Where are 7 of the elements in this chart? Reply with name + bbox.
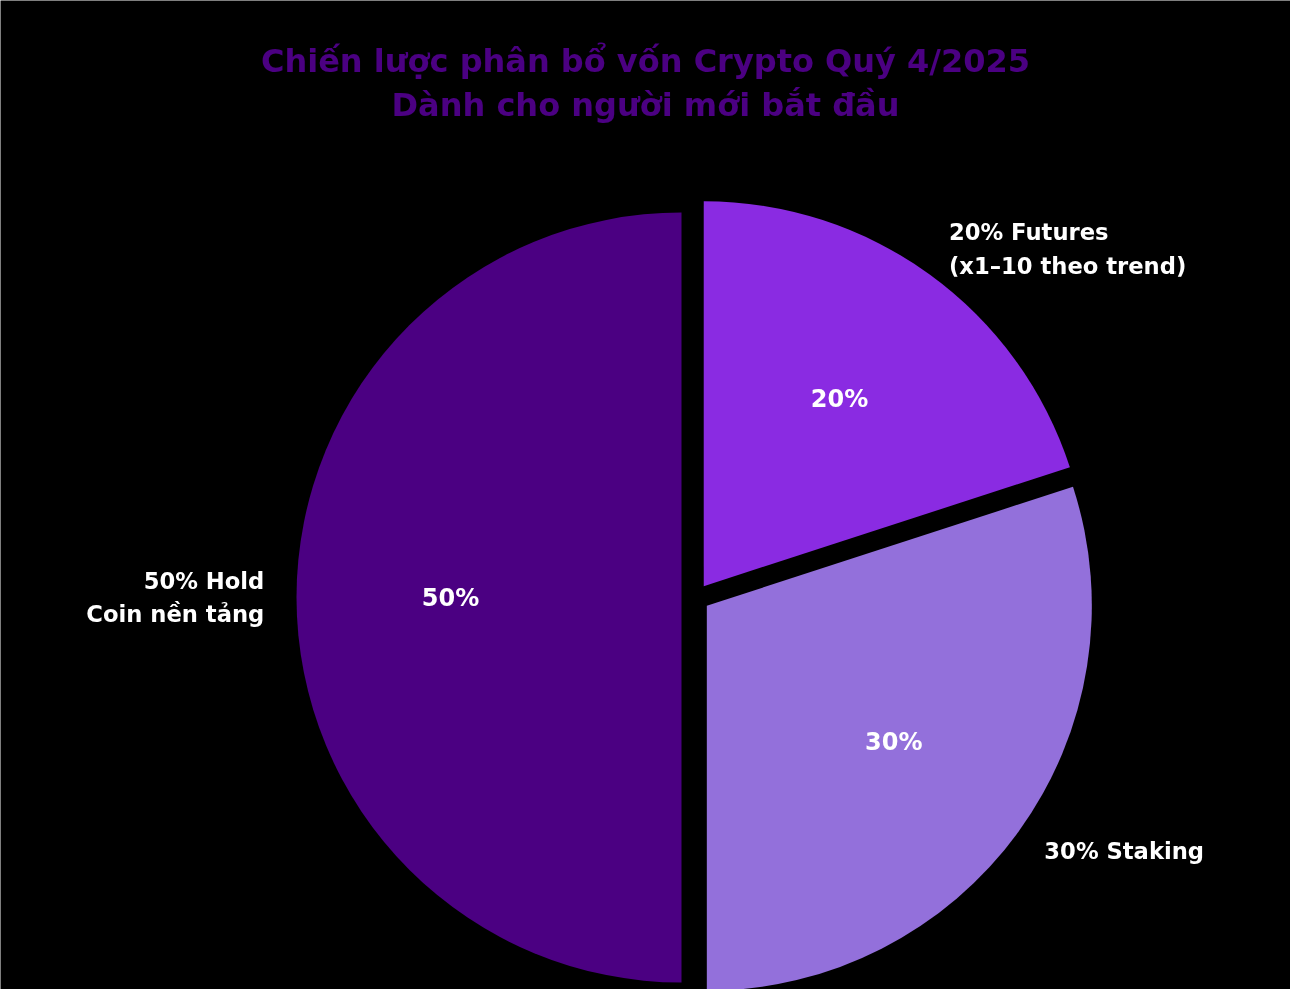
chart-title: Chiến lược phân bổ vốn Crypto Quý 4/2025 Dành cho người mới bắt đầu: [260, 41, 1031, 124]
slice-label: 50% Hold Coin nền tảng: [86, 567, 265, 628]
data-label: 30%: [864, 727, 923, 756]
slice-label: 20% Futures (x1–10 theo trend): [948, 218, 1187, 279]
slice-label: 30% Staking: [1044, 837, 1205, 864]
data-label: 50%: [421, 583, 480, 612]
data-label: 20%: [810, 385, 869, 414]
